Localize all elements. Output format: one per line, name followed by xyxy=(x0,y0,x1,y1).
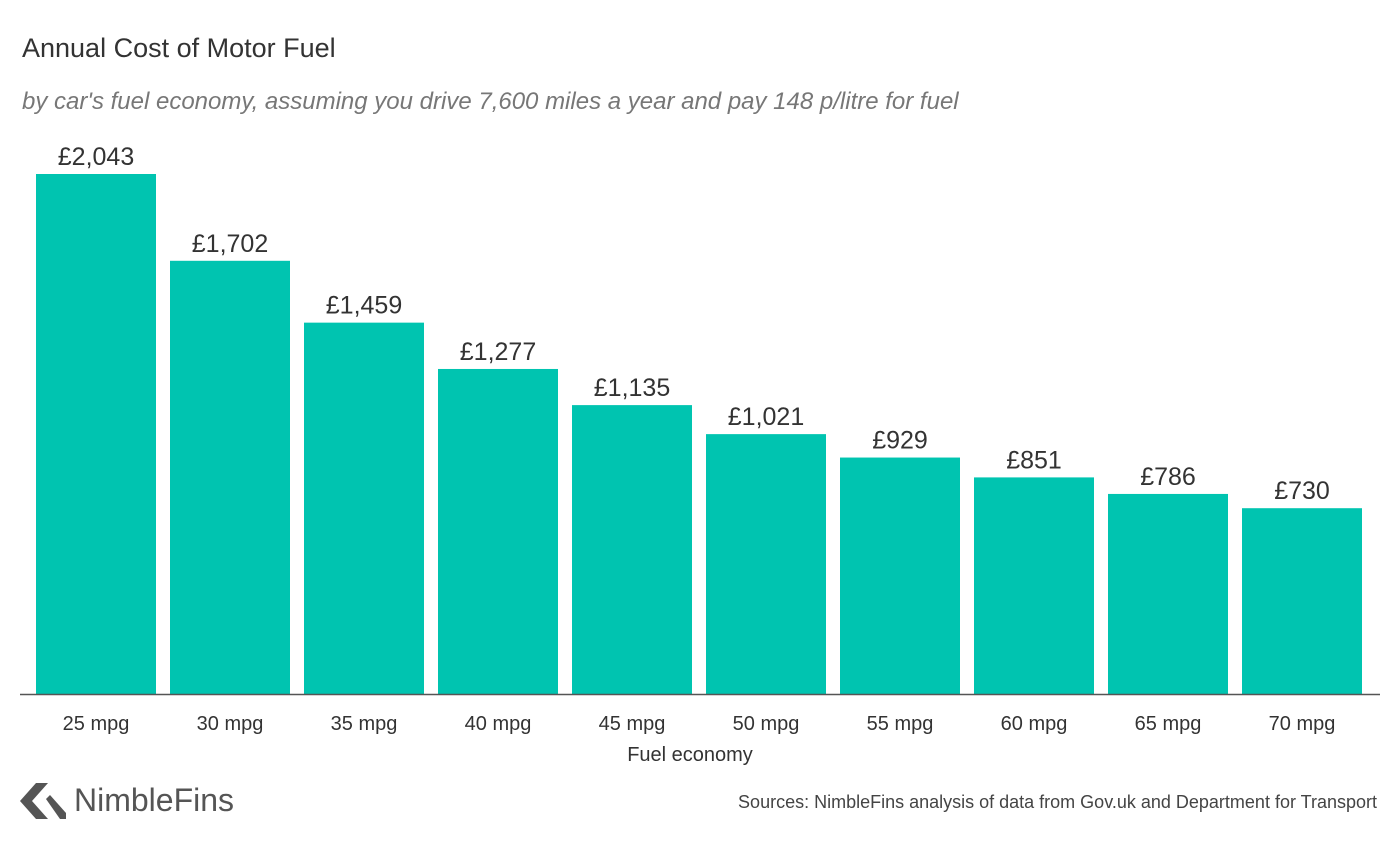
x-tick-label: 70 mpg xyxy=(1269,713,1336,735)
x-tick-label: 65 mpg xyxy=(1135,713,1202,735)
bar-65-mpg xyxy=(1108,493,1228,694)
value-label: £1,459 xyxy=(326,292,402,320)
value-label: £1,277 xyxy=(460,338,536,366)
value-label: £1,021 xyxy=(728,403,804,431)
chart-title: Annual Cost of Motor Fuel xyxy=(22,33,336,63)
x-tick-label: 35 mpg xyxy=(331,713,398,735)
value-label: £1,702 xyxy=(192,230,268,258)
value-label: £2,043 xyxy=(58,143,134,171)
bar-50-mpg xyxy=(706,434,826,694)
value-label: £929 xyxy=(872,427,928,455)
bars-group xyxy=(36,174,1362,694)
value-label: £730 xyxy=(1274,477,1330,505)
x-tick-label: 50 mpg xyxy=(733,713,800,735)
bar-55-mpg xyxy=(840,457,960,694)
x-tick-label: 40 mpg xyxy=(465,713,532,735)
value-label: £786 xyxy=(1140,463,1196,491)
x-tick-label: 55 mpg xyxy=(867,713,934,735)
bar-25-mpg xyxy=(36,174,156,694)
value-label: £1,135 xyxy=(594,374,670,402)
bar-60-mpg xyxy=(974,477,1094,694)
x-axis-title: Fuel economy xyxy=(627,744,753,766)
bar-45-mpg xyxy=(572,405,692,694)
bar-40-mpg xyxy=(438,368,558,694)
chart-subtitle: by car's fuel economy, assuming you driv… xyxy=(22,88,959,115)
bar-70-mpg xyxy=(1242,508,1362,694)
x-tick-label: 30 mpg xyxy=(197,713,264,735)
brand-name: NimbleFins xyxy=(74,782,235,818)
bar-35-mpg xyxy=(304,322,424,694)
value-label: £851 xyxy=(1006,446,1062,474)
x-tick-label: 25 mpg xyxy=(63,713,130,735)
source-note: Sources: NimbleFins analysis of data fro… xyxy=(738,792,1377,812)
x-tick-labels-group: 25 mpg 30 mpg 35 mpg 40 mpg 45 mpg 50 mpg 55 m… xyxy=(63,713,1336,735)
brand-logo: NimbleFins xyxy=(20,782,234,819)
x-tick-label: 60 mpg xyxy=(1001,713,1068,735)
x-tick-label: 45 mpg xyxy=(599,713,666,735)
value-labels-group: £2,043 £1,702 £1,459 £1,277 £1,135 £1,021 £929… xyxy=(58,143,1330,505)
bar-30-mpg xyxy=(170,260,290,694)
nimblefins-chevron-icon xyxy=(20,782,66,819)
